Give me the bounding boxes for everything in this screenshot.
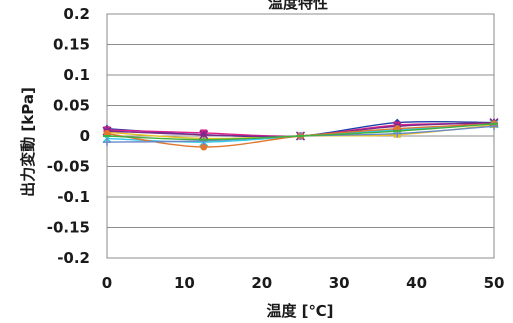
y-tick-label: 0.2 xyxy=(63,5,90,23)
x-tick-label: 30 xyxy=(329,274,350,292)
y-tick-label: 0.1 xyxy=(63,66,90,84)
data-point xyxy=(199,136,208,145)
x-axis-ticks: 0 10 20 30 40 50 xyxy=(102,274,505,292)
y-tick-label: 0.05 xyxy=(53,97,90,115)
y-tick-label: 0 xyxy=(80,127,90,145)
x-tick-label: 20 xyxy=(251,274,272,292)
data-point xyxy=(200,143,208,151)
x-tick-label: 50 xyxy=(484,274,505,292)
data-point xyxy=(103,138,111,147)
y-axis-title: 出力変動 [kPa] xyxy=(19,87,37,197)
chart-title: 温度特性 xyxy=(268,0,328,12)
y-axis-ticks: 0.2 0.15 0.1 0.05 0 -0.05 -0.1 -0.15 -0.2 xyxy=(47,5,90,267)
y-tick-label: 0.15 xyxy=(53,36,90,54)
x-tick-label: 0 xyxy=(102,274,112,292)
data-series xyxy=(102,118,499,151)
y-tick-label: -0.05 xyxy=(47,158,90,176)
x-tick-label: 40 xyxy=(406,274,427,292)
y-tick-label: -0.15 xyxy=(47,219,90,237)
x-tick-label: 10 xyxy=(174,274,195,292)
series-8 xyxy=(103,122,498,141)
y-tick-label: -0.1 xyxy=(57,188,90,206)
x-axis-title: 温度 [℃] xyxy=(266,302,333,320)
gridlines xyxy=(107,13,494,259)
y-tick-label: -0.2 xyxy=(57,249,90,267)
